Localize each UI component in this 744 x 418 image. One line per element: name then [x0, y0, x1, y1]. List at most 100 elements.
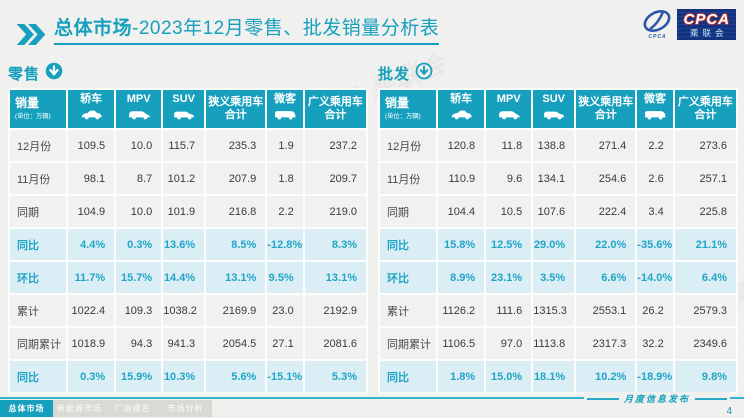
value-cell: 10.0: [116, 130, 162, 161]
value-cell: 138.8: [533, 130, 575, 161]
value-cell: 225.8: [674, 196, 736, 227]
retail-table-row: 累计 1022.4 109.3 1038.2 2169.9 23.0 2192.9: [10, 295, 366, 326]
value-cell: 2553.1: [576, 295, 636, 326]
wholesale-table-row: 12月份 120.8 11.8 138.8 271.4 2.2 273.6: [380, 130, 736, 161]
wholesale-panel-head: 批发: [378, 62, 738, 84]
retail-table-row: 同期累计 1018.9 94.3 941.3 2054.5 27.1 2081.6: [10, 328, 366, 359]
row-label-cell: 12月份: [10, 130, 67, 161]
value-cell: 1.8%: [438, 361, 485, 392]
sedan-icon: [438, 107, 484, 125]
sedan-icon: [68, 107, 114, 125]
footer-note: 月度信息发布: [583, 392, 730, 405]
value-cell: 2.2: [267, 196, 303, 227]
wholesale-table-row: 环比 8.9% 23.1% 3.5% 6.6% -14.0% 6.4%: [380, 262, 736, 293]
value-cell: 2054.5: [206, 328, 266, 359]
arrow-down-circle-outline-icon: [415, 62, 433, 85]
value-cell: -12.8%: [267, 229, 303, 260]
mpv-icon: [116, 107, 161, 125]
retail-column-header: 广义乘用车合计: [304, 90, 366, 128]
value-cell: 13.1%: [206, 262, 266, 293]
value-cell: 109.3: [116, 295, 162, 326]
wholesale-column-header: 轿车: [438, 90, 485, 128]
value-cell: 2081.6: [304, 328, 366, 359]
row-label-cell: 同期累计: [10, 328, 67, 359]
wholesale-header-volume: 销量 (单位：万辆): [380, 90, 437, 128]
value-cell: 235.3: [206, 130, 266, 161]
value-cell: 10.2%: [576, 361, 636, 392]
wholesale-column-header: 广义乘用车合计: [674, 90, 736, 128]
value-cell: 26.2: [637, 295, 673, 326]
bottom-tab-bar: 总体市场 新能源市场 厂商排名 市场分析: [0, 400, 212, 417]
retail-column-header: 轿车: [68, 90, 115, 128]
value-cell: 14.4%: [163, 262, 205, 293]
value-cell: 1022.4: [68, 295, 115, 326]
wholesale-table-row: 同期 104.4 10.5 107.6 222.4 3.4 225.8: [380, 196, 736, 227]
row-label-cell: 同期: [10, 196, 67, 227]
retail-column-header: 狭义乘用车合计: [206, 90, 266, 128]
page-title-rest: -2023年12月零售、批发销量分析表: [132, 18, 440, 39]
value-cell: 12.5%: [486, 229, 532, 260]
value-cell: 15.0%: [486, 361, 532, 392]
retail-table-row: 11月份 98.1 8.7 101.2 207.9 1.8 209.7: [10, 163, 366, 194]
value-cell: -18.9%: [637, 361, 673, 392]
value-cell: 222.4: [576, 196, 636, 227]
value-cell: -35.6%: [637, 229, 673, 260]
wholesale-column-header: 微客: [637, 90, 673, 128]
value-cell: 27.1: [267, 328, 303, 359]
value-cell: 104.4: [438, 196, 485, 227]
value-cell: 29.0%: [533, 229, 575, 260]
value-cell: 9.5%: [267, 262, 303, 293]
value-cell: 18.1%: [533, 361, 575, 392]
tab-overall-market[interactable]: 总体市场: [0, 400, 53, 417]
tab-oem-ranking[interactable]: 厂商排名: [114, 404, 151, 413]
value-cell: 15.7%: [116, 262, 162, 293]
value-cell: 271.4: [576, 130, 636, 161]
value-cell: 0.3%: [116, 229, 162, 260]
value-cell: 115.7: [163, 130, 205, 161]
value-cell: 0.3%: [68, 361, 115, 392]
value-cell: 6.6%: [576, 262, 636, 293]
arrow-down-circle-filled-icon: [45, 62, 63, 85]
row-label-cell: 环比: [380, 262, 437, 293]
value-cell: 237.2: [304, 130, 366, 161]
value-cell: 3.5%: [533, 262, 575, 293]
retail-table-row: 12月份 109.5 10.0 115.7 235.3 1.9 237.2: [10, 130, 366, 161]
retail-table-row: 同比 0.3% 15.9% 10.3% 5.6% -15.1% 5.3%: [10, 361, 366, 392]
value-cell: 3.4: [637, 196, 673, 227]
value-cell: 2.2: [637, 130, 673, 161]
value-cell: 8.9%: [438, 262, 485, 293]
cpca-emblem-icon: CPCA: [640, 9, 674, 40]
row-label-cell: 同比: [10, 229, 67, 260]
page-title: 总体市场-2023年12月零售、批发销量分析表: [54, 13, 440, 45]
retail-panel-head: 零售: [8, 62, 368, 84]
value-cell: 22.0%: [576, 229, 636, 260]
value-cell: 101.9: [163, 196, 205, 227]
value-cell: 1106.5: [438, 328, 485, 359]
value-cell: 98.1: [68, 163, 115, 194]
wholesale-table-row: 11月份 110.9 9.6 134.1 254.6 2.6 257.1: [380, 163, 736, 194]
value-cell: 94.3: [116, 328, 162, 359]
value-cell: 2317.3: [576, 328, 636, 359]
value-cell: 10.3%: [163, 361, 205, 392]
value-cell: 1.9: [267, 130, 303, 161]
value-cell: 8.7: [116, 163, 162, 194]
row-label-cell: 同期: [380, 196, 437, 227]
tab-market-analysis[interactable]: 市场分析: [167, 404, 204, 413]
value-cell: 1126.2: [438, 295, 485, 326]
value-cell: 209.7: [304, 163, 366, 194]
value-cell: 1038.2: [163, 295, 205, 326]
value-cell: 107.6: [533, 196, 575, 227]
value-cell: 6.4%: [674, 262, 736, 293]
value-cell: 134.1: [533, 163, 575, 194]
value-cell: 5.6%: [206, 361, 266, 392]
value-cell: 120.8: [438, 130, 485, 161]
mpv-icon: [486, 107, 531, 125]
value-cell: 15.8%: [438, 229, 485, 260]
retail-section-label: 零售: [8, 65, 41, 83]
wholesale-table-row: 同比 1.8% 15.0% 18.1% 10.2% -18.9% 9.8%: [380, 361, 736, 392]
value-cell: 257.1: [674, 163, 736, 194]
row-label-cell: 同比: [380, 229, 437, 260]
retail-table-row: 同比 4.4% 0.3% 13.6% 8.5% -12.8% 8.3%: [10, 229, 366, 260]
value-cell: 254.6: [576, 163, 636, 194]
tab-nev-market[interactable]: 新能源市场: [57, 404, 102, 413]
